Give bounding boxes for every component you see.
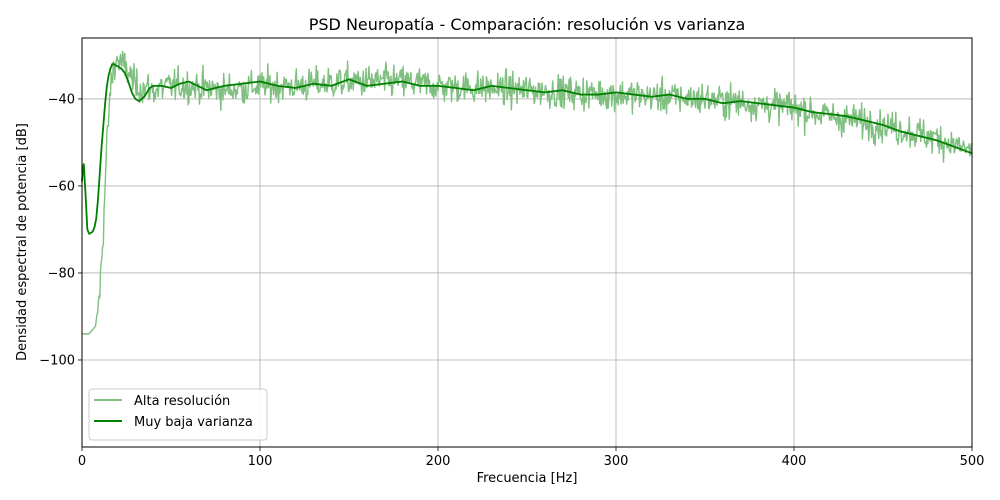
- y-tick-label: −80: [48, 266, 75, 281]
- grid: [81, 38, 973, 447]
- legend-box: [88, 388, 268, 441]
- series-layer: [81, 50, 973, 335]
- y-tick-label: −60: [48, 179, 75, 194]
- legend-label-alta-resolucion: Alta resolución: [134, 394, 230, 409]
- x-tick-label: 100: [248, 454, 273, 469]
- x-tick-label: 300: [604, 454, 629, 469]
- series-line-0: [82, 50, 973, 335]
- y-tick-label: −100: [39, 353, 75, 368]
- x-tick-label: 400: [782, 454, 807, 469]
- y-tick-label: −40: [48, 92, 75, 107]
- chart-title: PSD Neuropatía - Comparación: resolución…: [309, 15, 746, 34]
- x-tick-label: 0: [78, 454, 86, 469]
- y-axis-label: Densidad espectral de potencia [dB]: [15, 123, 30, 361]
- x-tick-label: 200: [426, 454, 451, 469]
- series-line-1: [81, 63, 973, 235]
- legend: Alta resolución Muy baja varianza: [88, 388, 268, 441]
- x-axis-label: Frecuencia [Hz]: [477, 471, 578, 486]
- x-tick-label: 500: [960, 454, 985, 469]
- plot-frame: [81, 37, 973, 448]
- ticks: 0 100 200 300 400 500 −100 −80 −60 −40: [39, 92, 984, 469]
- legend-label-muy-baja-varianza: Muy baja varianza: [134, 415, 253, 430]
